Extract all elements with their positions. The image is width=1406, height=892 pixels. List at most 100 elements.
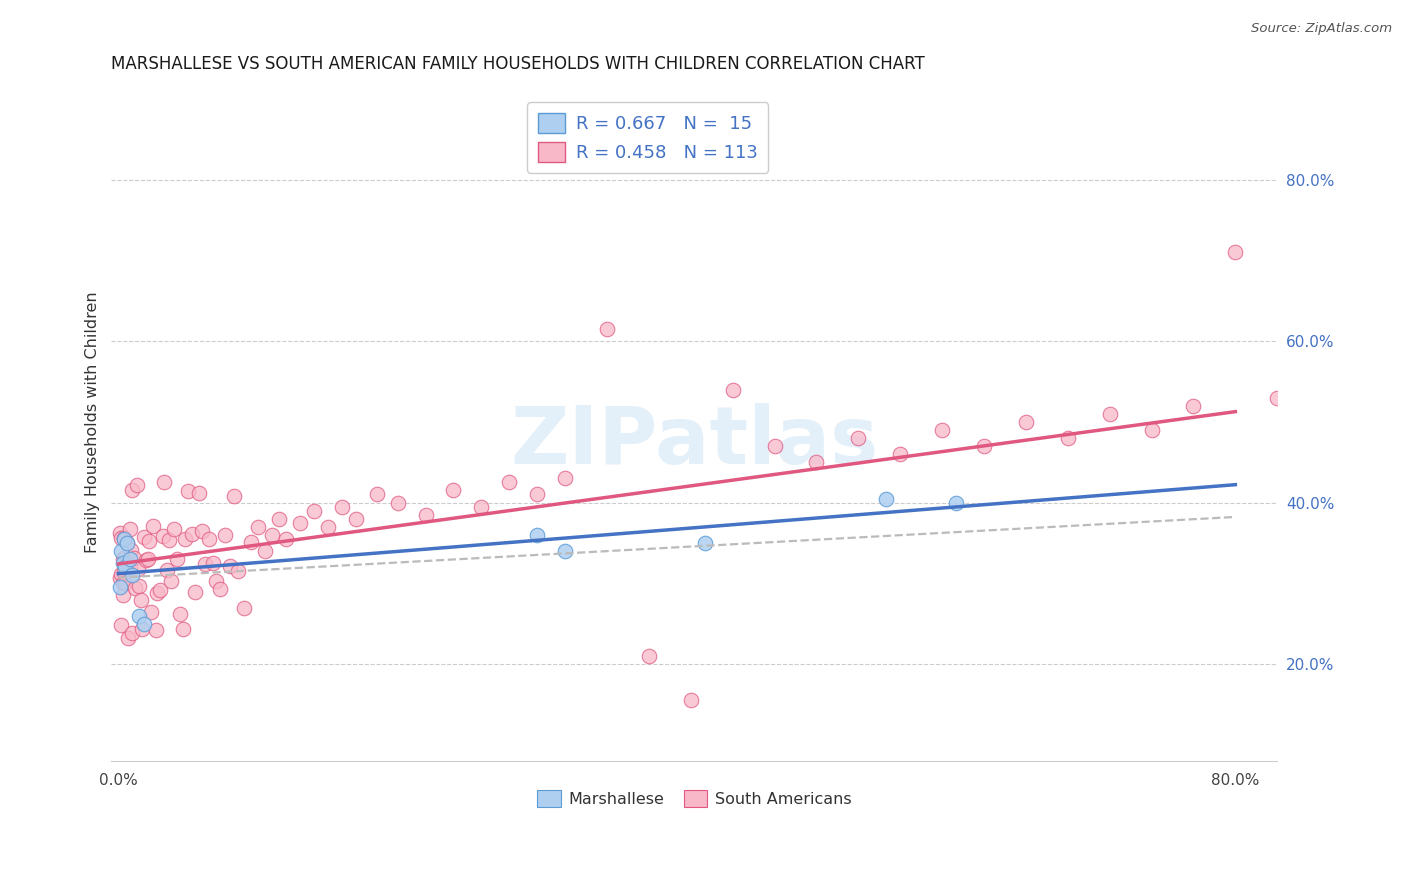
Point: [205, 574, 228, 588]
Text: ZIPatlas: ZIPatlas: [510, 403, 879, 481]
Point: [209, 582, 232, 597]
Point: [194, 557, 217, 571]
Point: [470, 500, 492, 514]
Point: [157, 533, 180, 547]
Point: [115, 536, 138, 550]
Text: MARSHALLESE VS SOUTH AMERICAN FAMILY HOUSEHOLDS WITH CHILDREN CORRELATION CHART: MARSHALLESE VS SOUTH AMERICAN FAMILY HOU…: [111, 55, 925, 73]
Point: [112, 531, 135, 545]
Point: [132, 616, 155, 631]
Point: [693, 536, 716, 550]
Point: [181, 527, 204, 541]
Point: [129, 593, 152, 607]
Point: [1098, 407, 1121, 421]
Point: [554, 544, 576, 558]
Point: [152, 529, 174, 543]
Point: [288, 516, 311, 530]
Point: [526, 487, 548, 501]
Point: [973, 439, 995, 453]
Point: [111, 556, 134, 570]
Point: [110, 531, 132, 545]
Point: [253, 544, 276, 558]
Point: [163, 522, 186, 536]
Point: [931, 423, 953, 437]
Point: [131, 622, 153, 636]
Point: [128, 608, 150, 623]
Point: [945, 495, 967, 509]
Point: [172, 623, 194, 637]
Point: [145, 623, 167, 637]
Point: [415, 508, 437, 522]
Point: [344, 511, 367, 525]
Point: [112, 565, 135, 579]
Point: [202, 557, 225, 571]
Point: [274, 532, 297, 546]
Point: [153, 475, 176, 489]
Point: [166, 552, 188, 566]
Point: [214, 528, 236, 542]
Point: [721, 383, 744, 397]
Point: [112, 532, 135, 546]
Point: [124, 581, 146, 595]
Point: [127, 561, 149, 575]
Point: [1392, 399, 1406, 413]
Point: [111, 552, 134, 566]
Point: [875, 491, 897, 506]
Point: [526, 528, 548, 542]
Point: [118, 552, 141, 566]
Point: [260, 528, 283, 542]
Point: [247, 520, 270, 534]
Point: [174, 532, 197, 546]
Point: [443, 483, 465, 498]
Point: [679, 693, 702, 707]
Point: [596, 322, 619, 336]
Point: [120, 543, 142, 558]
Point: [146, 585, 169, 599]
Point: [135, 553, 157, 567]
Y-axis label: Family Households with Children: Family Households with Children: [86, 291, 100, 553]
Point: [1308, 407, 1330, 421]
Point: [806, 455, 828, 469]
Point: [1056, 431, 1078, 445]
Point: [118, 522, 141, 536]
Point: [184, 585, 207, 599]
Point: [160, 574, 183, 588]
Point: [1140, 423, 1163, 437]
Point: [198, 532, 221, 546]
Point: [117, 556, 139, 570]
Point: [132, 530, 155, 544]
Point: [110, 617, 132, 632]
Point: [128, 579, 150, 593]
Point: [267, 511, 290, 525]
Point: [118, 560, 141, 574]
Point: [554, 471, 576, 485]
Point: [219, 559, 242, 574]
Point: [638, 648, 661, 663]
Point: [366, 487, 388, 501]
Point: [114, 576, 136, 591]
Point: [1182, 399, 1205, 413]
Point: [117, 631, 139, 645]
Point: [240, 535, 263, 549]
Point: [889, 447, 911, 461]
Point: [111, 576, 134, 591]
Point: [228, 564, 250, 578]
Point: [108, 525, 131, 540]
Point: [138, 533, 160, 548]
Point: [191, 524, 214, 539]
Point: [111, 589, 134, 603]
Point: [139, 605, 162, 619]
Point: [115, 536, 138, 550]
Point: [121, 625, 143, 640]
Text: Source: ZipAtlas.com: Source: ZipAtlas.com: [1251, 22, 1392, 36]
Point: [387, 495, 409, 509]
Point: [108, 580, 131, 594]
Point: [1350, 383, 1372, 397]
Point: [114, 560, 136, 574]
Point: [224, 489, 246, 503]
Legend: Marshallese, South Americans: Marshallese, South Americans: [530, 783, 859, 814]
Point: [142, 518, 165, 533]
Point: [122, 551, 145, 566]
Point: [302, 503, 325, 517]
Point: [1225, 245, 1247, 260]
Point: [177, 483, 200, 498]
